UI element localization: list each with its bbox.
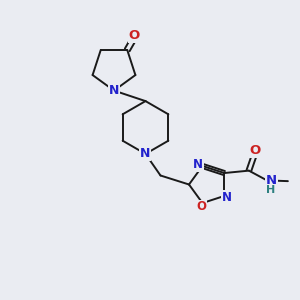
Text: N: N — [109, 84, 119, 97]
Text: O: O — [128, 29, 140, 42]
Text: N: N — [193, 158, 203, 171]
Text: N: N — [221, 191, 231, 204]
Text: N: N — [140, 147, 150, 161]
Text: N: N — [266, 174, 277, 187]
Text: O: O — [250, 144, 261, 157]
Text: H: H — [266, 184, 275, 194]
Text: O: O — [196, 200, 206, 213]
